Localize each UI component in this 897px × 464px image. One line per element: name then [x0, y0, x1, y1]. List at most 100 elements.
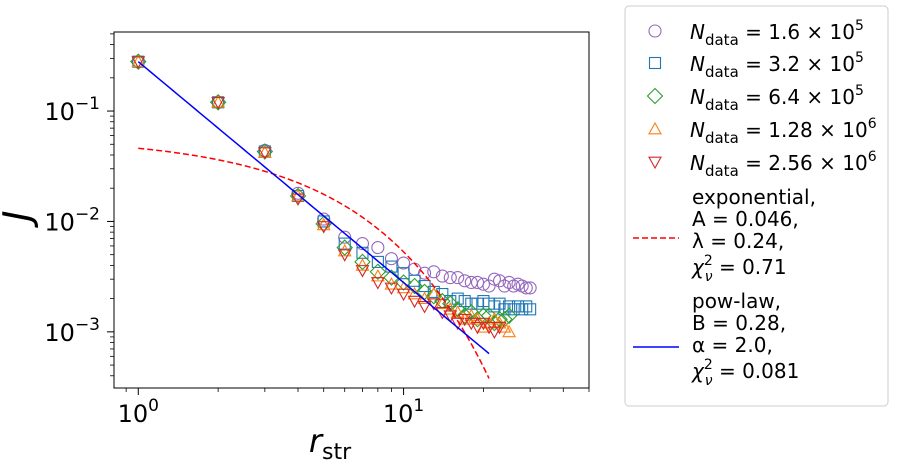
data-point [492, 274, 507, 288]
legend-label: λ = 0.24, [692, 229, 784, 253]
data-point [487, 326, 502, 339]
data-point [355, 265, 370, 278]
legend-marker [648, 24, 662, 38]
y-tick-label: 10−2 [44, 204, 100, 236]
data-point [370, 277, 385, 290]
legend-entry-exponential: exponential,A = 0.046,λ = 0.24,χ2 ν = 0.7… [633, 185, 816, 285]
data-point [470, 321, 485, 335]
data-point [476, 317, 491, 331]
legend-label: χ2 ν = 0.71 [691, 253, 787, 285]
legend-marker [648, 121, 662, 135]
data-point [486, 314, 503, 332]
data-point [407, 295, 422, 309]
data-point [384, 282, 399, 296]
data-point [211, 96, 226, 110]
data-point [502, 275, 516, 290]
data-point [450, 305, 465, 318]
legend-entry-1: Ndata = 1.6 × 105 [648, 18, 864, 49]
data-point [257, 145, 272, 158]
data-point [519, 281, 533, 295]
data-point [482, 321, 496, 335]
legend-entry-2: Ndata = 3.2 × 105 [648, 50, 864, 81]
x-axis-label: rstr [309, 422, 352, 464]
pow-law-fit-line [137, 61, 490, 355]
data-point [211, 95, 226, 108]
legend-marker [648, 56, 662, 70]
plot-frame [113, 31, 590, 389]
legend-label: pow-law, [692, 289, 781, 313]
data-point [396, 280, 411, 294]
legend-entry-4: Ndata = 1.28 × 106 [648, 116, 877, 147]
data-point [336, 239, 353, 256]
data-point [338, 230, 352, 244]
data-point [417, 301, 432, 314]
data-point [384, 252, 398, 266]
legend-label: B = 0.28, [692, 311, 786, 335]
data-point [369, 263, 387, 281]
data-point [492, 321, 507, 335]
data-point [370, 268, 385, 282]
data-point [502, 324, 517, 338]
data-point [476, 277, 490, 291]
data-point [470, 275, 485, 290]
data-point [338, 237, 351, 250]
data-point [383, 269, 400, 286]
data-point [516, 303, 529, 316]
data-point [337, 249, 352, 262]
data-point [371, 255, 384, 268]
series-layer [130, 53, 537, 339]
data-point [395, 274, 412, 291]
legend-marker [648, 156, 662, 170]
legend-entry-5: Ndata = 2.56 × 106 [648, 149, 877, 180]
legend-label: Ndata = 1.6 × 105 [690, 18, 864, 49]
legend-entry-pow-law: pow-law,B = 0.28,α = 2.0,χ2 ν = 0.081 [633, 289, 799, 389]
data-point [443, 310, 458, 323]
x-tick-label: 100 [118, 396, 159, 428]
y-tick-label: 10−3 [44, 315, 100, 347]
data-point [482, 279, 496, 293]
data-point [457, 313, 472, 327]
data-point [523, 281, 537, 295]
data-point [497, 320, 512, 333]
fit-layer [137, 61, 490, 379]
data-point [427, 265, 441, 279]
legend-marker [646, 87, 664, 105]
legend-label: Ndata = 3.2 × 105 [690, 50, 864, 81]
data-point [458, 274, 472, 288]
data-point [397, 267, 410, 280]
data-point [355, 258, 370, 271]
data-point [458, 295, 471, 308]
data-point [435, 269, 449, 283]
legend-label: α = 2.0, [692, 333, 773, 357]
data-point [511, 300, 525, 313]
data-point [397, 256, 411, 270]
data-point [435, 296, 450, 310]
data-point [418, 266, 432, 280]
data-point [464, 308, 479, 322]
data-point [443, 271, 457, 285]
data-point [289, 187, 307, 205]
legend-box [624, 5, 889, 407]
data-point [406, 277, 423, 295]
legend-label: Ndata = 6.4 × 105 [690, 83, 864, 114]
data-point [316, 221, 331, 234]
legend-label: Ndata = 2.56 × 106 [690, 149, 877, 180]
exponential-fit-line [138, 147, 490, 379]
y-axis-label: J [0, 210, 39, 228]
data-point [464, 317, 479, 331]
data-point [520, 300, 533, 313]
plot-area: 100 101 10−3 10−2 10−1 [44, 31, 590, 428]
x-tick-label: 101 [383, 396, 424, 428]
data-point [396, 288, 411, 302]
legend-entry-3: Ndata = 6.4 × 105 [646, 83, 864, 114]
legend-label: A = 0.046, [692, 207, 799, 231]
data-point [476, 320, 491, 333]
data-point [500, 307, 518, 324]
data-point [451, 271, 465, 285]
data-point [354, 253, 371, 271]
data-point [291, 188, 305, 202]
data-point [371, 241, 385, 255]
